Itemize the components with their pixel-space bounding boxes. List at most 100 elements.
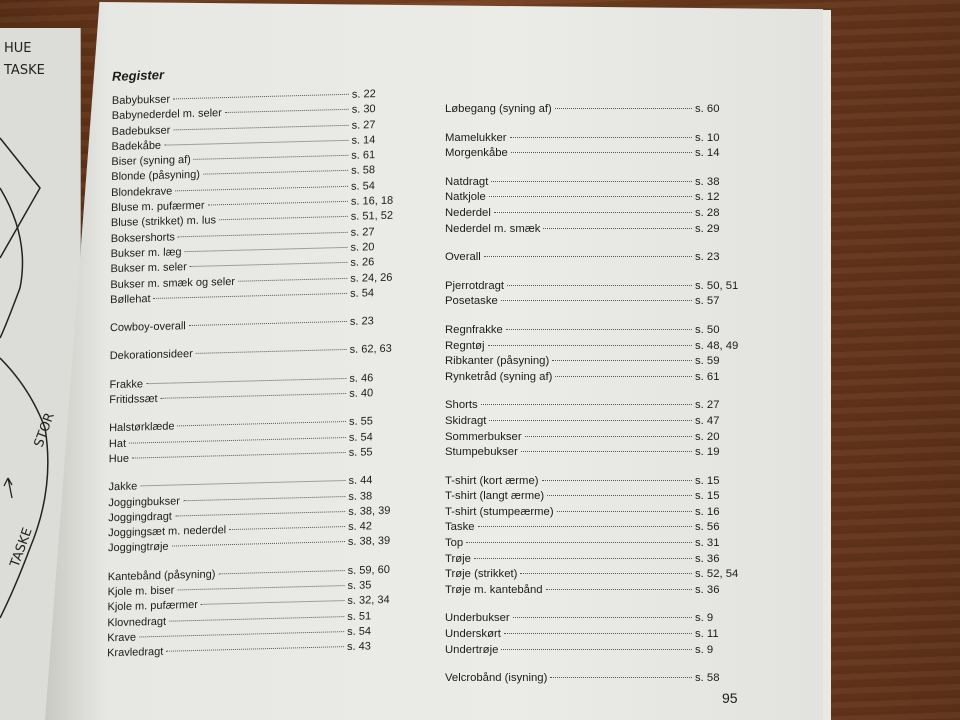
dot-leader	[177, 585, 345, 591]
entry-page: s. 19	[695, 446, 720, 459]
entry-label: Joggingtrøje	[107, 541, 169, 555]
entry-page: s. 54	[347, 625, 372, 638]
index-group: Regnfrakke s. 50 Regntøj s. 48, 49 Ribkanter…	[445, 324, 745, 386]
entry-page: s. 61	[351, 149, 376, 162]
dot-leader	[129, 436, 346, 444]
entry-page: s. 36	[695, 552, 720, 565]
entry-page: s. 38, 39	[347, 535, 391, 549]
dot-leader	[174, 510, 346, 517]
entry-page: s. 54	[348, 430, 373, 444]
entry-page: s. 20	[695, 430, 720, 443]
entry-label: Hat	[108, 437, 127, 450]
dot-leader	[510, 152, 692, 154]
entry-page: s. 50, 51	[695, 279, 739, 292]
entry-label: Badebukser	[111, 124, 171, 138]
index-entry: Undertrøje s. 9	[445, 644, 745, 660]
dot-leader	[193, 155, 349, 161]
entry-label: Overall	[445, 251, 481, 264]
dot-leader	[169, 615, 345, 622]
dot-leader	[509, 136, 692, 138]
entry-label: Løbegang (syning af)	[445, 103, 552, 115]
index-group: Mamelukker s. 10 Morgenkåbe s. 14	[445, 132, 745, 163]
entry-page: s. 38	[695, 175, 720, 188]
entry-label: Klovnedragt	[107, 615, 167, 629]
entry-page: s. 10	[695, 131, 720, 144]
dot-leader	[503, 633, 692, 635]
entry-label: Natdragt	[445, 175, 489, 188]
entry-page: s. 50	[695, 323, 720, 336]
entry-label: Sommerbukser	[445, 430, 522, 443]
index-entry: Top s. 31	[445, 537, 745, 553]
entry-page: s. 58	[695, 672, 720, 685]
dot-leader	[182, 495, 346, 501]
entry-label: Joggingsæt m. nederdel	[108, 524, 227, 540]
page-title: Register	[111, 67, 165, 84]
dot-leader	[480, 404, 692, 406]
index-entry: Skidragt s. 47	[445, 415, 745, 431]
index-entry: Underskørt s. 11	[445, 628, 745, 644]
entry-page: s. 59	[695, 355, 720, 368]
index-group: Løbegang (syning af) s. 60	[445, 103, 745, 119]
dot-leader	[202, 170, 349, 176]
dot-leader	[501, 648, 692, 650]
entry-label: Jakke	[108, 480, 138, 494]
dot-leader	[140, 480, 346, 487]
dot-leader	[173, 93, 349, 100]
entry-label: Regntøj	[445, 339, 485, 352]
dot-leader	[541, 479, 692, 481]
entry-label: T-shirt (langt ærme)	[445, 490, 545, 503]
dot-leader	[500, 300, 692, 302]
entry-page: s. 59, 60	[347, 563, 390, 577]
entry-label: Kjole m. pufærmer	[107, 599, 199, 614]
index-entry: Overall s. 23	[445, 251, 745, 267]
index-entry: Taske s. 56	[445, 521, 745, 537]
entry-page: s. 58	[351, 164, 376, 178]
entry-label: Krave	[107, 631, 137, 645]
entry-label: Ribkanter (påsyning)	[445, 355, 550, 368]
index-group: T-shirt (kort ærme) s. 15 T-shirt (langt æ…	[445, 475, 745, 600]
entry-label: Bukser m. seler	[110, 261, 187, 276]
index-entry: Velcrobånd (isyning) s. 58	[445, 672, 745, 688]
entry-page: s. 55	[348, 446, 373, 459]
entry-page: s. 32, 34	[347, 594, 390, 608]
entry-label: Halstørklæde	[109, 420, 175, 435]
dot-leader	[188, 321, 347, 327]
dot-leader	[555, 375, 692, 377]
dot-leader	[487, 344, 692, 346]
entry-page: s. 48, 49	[695, 339, 739, 352]
dot-leader	[200, 600, 345, 606]
index-entry: Natkjole s. 12	[445, 191, 745, 207]
entry-label: T-shirt (kort ærme)	[445, 474, 539, 487]
entry-page: s. 60	[695, 103, 720, 115]
entry-page: s. 54	[351, 179, 375, 193]
entry-page: s. 22	[351, 88, 376, 101]
entry-label: Velcrobånd (isyning)	[445, 672, 548, 685]
entry-label: Bukser m. smæk og seler	[110, 275, 236, 291]
index-entry: T-shirt (langt ærme) s. 15	[445, 490, 745, 506]
index-column-left: Babybukser s. 22 Babynederdel m. seler s. 3…	[107, 87, 402, 675]
entry-page: s. 12	[695, 191, 720, 204]
index-entry: Trøje s. 36	[445, 553, 745, 569]
dot-leader	[207, 200, 348, 206]
dot-leader	[153, 292, 348, 299]
dot-leader	[146, 377, 347, 384]
entry-label: Kantebånd (påsyning)	[107, 568, 216, 583]
entry-page: s. 51, 52	[350, 210, 394, 224]
dot-leader	[173, 124, 349, 130]
entry-page: s. 9	[695, 612, 714, 625]
entry-page: s. 27	[351, 118, 376, 132]
entry-page: s. 46	[349, 372, 374, 385]
dot-leader	[552, 360, 692, 362]
dot-leader	[547, 495, 692, 497]
entry-label: Mamelukker	[445, 131, 507, 144]
entry-label: Cowboy-overall	[109, 320, 186, 335]
index-entry: Trøje (strikket) s. 52, 54	[445, 568, 745, 584]
dot-leader	[238, 277, 348, 282]
entry-page: s. 56	[695, 521, 720, 534]
index-entry: Nederdel s. 28	[445, 207, 745, 223]
entry-label: Underskørt	[445, 628, 501, 641]
entry-label: Badekåbe	[111, 139, 162, 153]
index-entry: Regntøj s. 48, 49	[445, 340, 745, 356]
entry-label: Morgenkåbe	[445, 147, 508, 160]
entry-label: Nederdel	[445, 206, 491, 219]
